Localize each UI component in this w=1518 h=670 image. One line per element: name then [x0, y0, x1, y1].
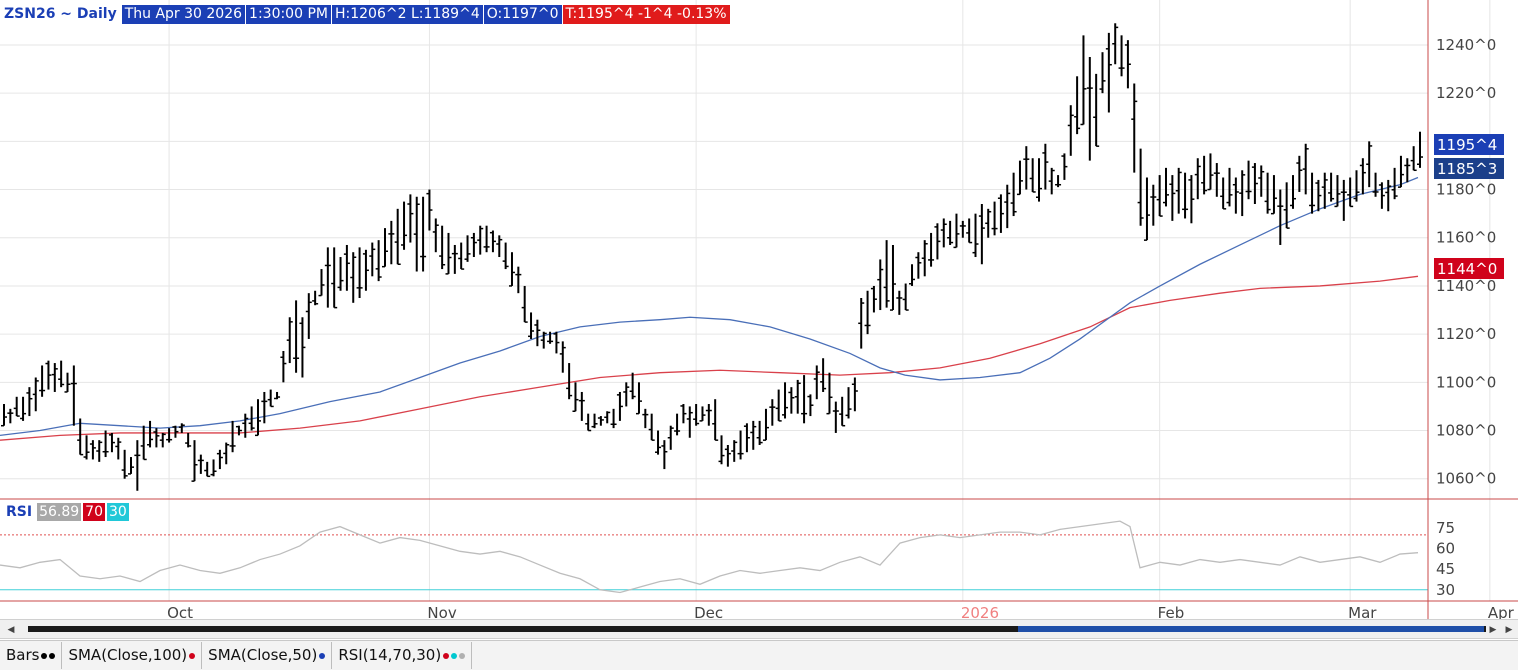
chart-scrollbar[interactable]: ◀ ▶ ▶	[0, 619, 1518, 639]
study-tab[interactable]: SMA(Close,100)	[62, 642, 203, 669]
time-tick-label: Oct	[167, 604, 193, 619]
study-tab[interactable]: Bars	[0, 642, 63, 669]
rsi-tick-label: 30	[1436, 581, 1455, 599]
study-tab-bar: Bars SMA(Close,100) SMA(Close,50) RSI(14,70…	[0, 640, 1518, 670]
price-tick-label: 1100^0	[1436, 373, 1496, 391]
price-tick-label: 1080^0	[1436, 422, 1496, 440]
rsi-name: RSI	[6, 504, 33, 520]
high-low-box: H:1206^2 L:1189^4	[330, 4, 483, 24]
last-price-badge	[1434, 134, 1504, 155]
scroll-end-icon[interactable]: ▶	[1505, 624, 1513, 634]
date-box: Thu Apr 30 2026	[120, 4, 246, 24]
rsi-panel: 30 45 60 75	[0, 519, 1455, 599]
price-tick-label: 1180^0	[1436, 181, 1496, 199]
scroll-right-icon[interactable]: ▶	[1489, 624, 1497, 634]
scroll-thumb[interactable]	[1018, 626, 1484, 632]
time-box: 1:30:00 PM	[245, 4, 331, 24]
rsi-overbought-badge: 70	[83, 503, 105, 521]
time-tick-label: Nov	[427, 604, 456, 619]
study-tab-label: Bars	[6, 646, 40, 664]
study-color-icon	[451, 652, 458, 659]
open-box: O:1197^0	[482, 4, 562, 24]
sma50-line-layer	[0, 176, 1419, 436]
sma50-badge	[1434, 158, 1504, 179]
symbol-label: ZSN26 ~ Daily	[4, 6, 117, 22]
price-tick-label: 1240^0	[1436, 36, 1496, 54]
time-tick-label: Dec	[694, 604, 723, 619]
study-tab-label: RSI(14,70,30)	[338, 646, 442, 664]
sma100-badge-text: 1144^0	[1437, 260, 1497, 278]
study-color-icon	[459, 652, 466, 659]
study-color-icon	[49, 652, 56, 659]
sma100-badge	[1434, 258, 1504, 279]
study-tab[interactable]: RSI(14,70,30)	[332, 642, 473, 669]
rsi-tick-label: 60	[1436, 540, 1455, 558]
study-color-icon	[319, 652, 326, 659]
price-grid	[0, 44, 1428, 480]
sma50-line	[0, 176, 1419, 436]
rsi-tick-label: 45	[1436, 560, 1455, 578]
time-axis: Oct Nov Dec 2026 Feb Mar Apr	[167, 604, 1515, 619]
study-color-icon	[41, 652, 48, 659]
price-tick-label: 1120^0	[1436, 325, 1496, 343]
study-tab-label: SMA(Close,50)	[208, 646, 318, 664]
rsi-header: RSI 56.89 70 30	[6, 503, 131, 521]
quote-header: ZSN26 ~ Daily Thu Apr 30 2026 1:30:00 PM…	[4, 4, 730, 24]
rsi-line	[0, 520, 1419, 594]
price-tick-label: 1140^0	[1436, 277, 1496, 295]
price-tick-label: 1220^0	[1436, 84, 1496, 102]
scroll-left-icon[interactable]: ◀	[7, 624, 15, 634]
time-tick-label: Feb	[1158, 604, 1185, 619]
rsi-value-badge: 56.89	[37, 503, 82, 521]
price-badges: 1195^4 1185^3 1144^0	[1434, 134, 1504, 279]
time-tick-label: Mar	[1348, 604, 1377, 619]
study-tab[interactable]: SMA(Close,50)	[202, 642, 333, 669]
rsi-oversold-badge: 30	[107, 503, 129, 521]
scroll-track[interactable]	[28, 626, 1486, 632]
sma100-line	[0, 275, 1419, 441]
time-grid	[168, 0, 1491, 601]
rsi-tick-label: 75	[1436, 519, 1455, 537]
study-color-icon	[443, 652, 450, 659]
study-tab-label: SMA(Close,100)	[68, 646, 188, 664]
time-tick-label: Apr	[1488, 604, 1515, 619]
last-price-badge-text: 1195^4	[1437, 136, 1497, 154]
time-tick-label: 2026	[961, 604, 999, 619]
price-tick-label: 1060^0	[1436, 470, 1496, 488]
sma50-badge-text: 1185^3	[1437, 160, 1497, 178]
study-color-icon	[189, 652, 196, 659]
ohlc-bars-layer	[1, 23, 1423, 491]
sma100-line-layer	[0, 275, 1419, 441]
price-tick-label: 1160^0	[1436, 229, 1496, 247]
change-box: T:1195^4 -1^4 -0.13%	[561, 4, 730, 24]
